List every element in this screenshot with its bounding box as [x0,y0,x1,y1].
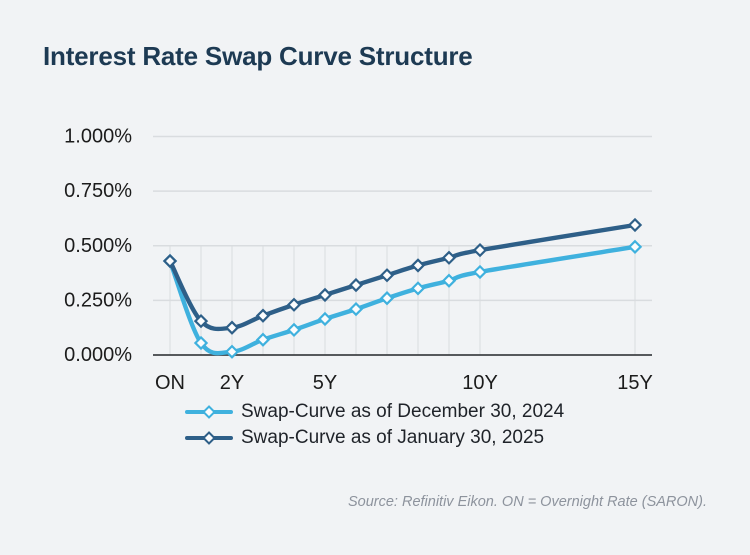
y-axis-tick-label: 1.000% [64,126,132,148]
y-axis-tick-label: 0.250% [64,289,132,311]
data-point-marker-1 [379,268,395,283]
x-axis-tick-label: 5Y [313,372,337,394]
y-axis-tick-label: 0.000% [64,344,132,366]
line-diamond-marker-icon [185,431,233,445]
data-point-marker-1 [627,217,643,233]
data-point-marker-0 [472,264,488,280]
data-point-marker-0 [317,311,333,327]
legend-label-dec-2024: Swap-Curve as of December 30, 2024 [241,401,565,422]
chart-legend: Swap-Curve as of December 30, 2024 Swap-… [184,399,564,451]
data-point-marker-1 [286,297,302,312]
data-point-marker-1 [410,258,426,273]
data-point-marker-0 [627,239,643,254]
data-point-marker-1 [472,242,488,258]
data-point-marker-0 [441,273,457,288]
y-axis-tick-label: 0.500% [64,235,132,257]
x-axis-tick-label: 10Y [462,372,498,394]
data-point-marker-0 [348,301,364,317]
data-point-marker-1 [441,250,457,265]
data-point-marker-1 [193,313,209,329]
x-axis-tick-label: 15Y [617,372,653,394]
data-point-marker-1 [348,277,364,293]
legend-item-dec-2024: Swap-Curve as of December 30, 2024 [184,399,564,425]
data-point-marker-0 [286,322,302,338]
data-point-marker-1 [317,287,333,303]
source-note: Source: Refinitiv Eikon. ON = Overnight … [347,494,707,510]
y-axis-tick-label: 0.750% [64,180,132,202]
data-point-marker-0 [193,335,209,351]
line-diamond-marker-icon [185,405,233,419]
data-point-marker-0 [410,281,426,296]
data-point-marker-0 [255,332,271,347]
legend-label-jan-2025: Swap-Curve as of January 30, 2025 [241,427,545,448]
data-point-marker-1 [224,320,240,335]
data-point-marker-1 [255,308,271,323]
x-axis-tick-label: 2Y [220,372,244,394]
series-line-1 [167,222,638,332]
data-point-marker-0 [379,291,395,306]
chart-title: Interest Rate Swap Curve Structure [43,41,473,71]
data-point-marker-1 [162,253,178,269]
legend-item-jan-2025: Swap-Curve as of January 30, 2025 [184,425,564,451]
x-axis-tick-label: ON [155,372,185,394]
data-point-marker-0 [224,344,240,359]
